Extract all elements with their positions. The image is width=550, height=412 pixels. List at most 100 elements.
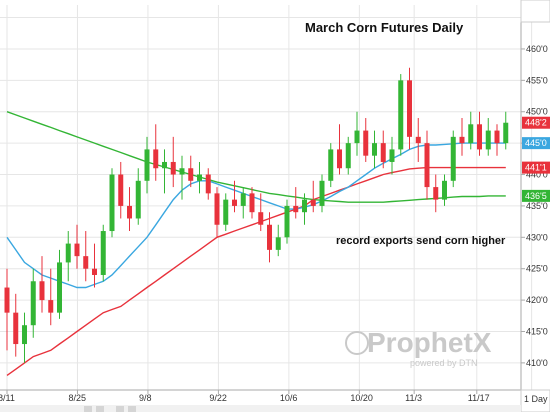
candle-body [415,136,421,144]
candle-body [284,205,290,238]
candles [4,67,509,363]
price-badge-bg [522,189,550,202]
price-tick-label: 450'0 [526,107,548,117]
candle-body [13,312,19,345]
date-tick-label: 9/8 [139,393,152,403]
candle [249,187,255,219]
candle-body [100,231,106,275]
candle [214,187,220,238]
moving-average-lines [6,111,506,376]
date-tick-label: 10/20 [350,393,373,403]
candle [363,118,369,162]
candle [83,231,89,282]
price-badge-label: 448'2 [525,118,547,128]
price-tick-label: 435'0 [526,201,548,211]
candle [337,124,342,175]
candle-body [442,180,447,200]
candle [389,136,395,175]
date-tick-label: 11/3 [405,393,422,403]
price-tick-label: 415'0 [526,326,548,336]
date-tick-label: 9/22 [209,393,227,403]
candle-body [135,180,141,219]
candle [275,224,281,257]
candle-body [310,199,316,206]
candle [372,130,377,169]
price-badges: 448'2 445'0 441'1 436'5 [522,116,550,202]
chart-annotation: record exports send corn higher [336,235,506,247]
price-badge: 441'1 [522,161,550,174]
candle [477,111,482,156]
candle-body [302,199,307,213]
chart-title: March Corn Futures Daily [305,20,464,35]
candle [302,193,307,225]
candle-body [30,281,36,326]
candle-body [354,130,360,144]
candle [380,130,386,169]
moving-average-line-3 [6,111,506,203]
bottom-toolbar [0,405,521,412]
candle-body [389,149,395,162]
candle [74,224,80,269]
candle [100,224,106,282]
candle-body [170,161,176,175]
candle-body [144,149,150,181]
period-panel: 1 Day [520,389,550,412]
toolbar-button[interactable] [128,406,136,412]
candle-body [118,174,124,206]
candle-body [83,256,89,269]
moving-average-line-1 [6,166,506,376]
candle-body [468,124,474,144]
candle-body [74,243,80,257]
watermark-brand: ProphetX [367,327,492,358]
candle [328,143,334,188]
price-badge-label: 445'0 [525,138,547,148]
price-badge: 448'2 [522,116,550,129]
candle-body [450,136,456,181]
axis-top-corner [520,0,550,23]
candle [109,168,115,238]
candle-body [92,268,97,275]
candle [310,180,316,213]
candle-body [258,212,264,225]
candle-body [205,174,211,194]
candle-body [232,199,237,206]
candle-body [372,143,377,156]
prophetx-watermark: ProphetX powered by DTN [345,327,492,368]
candle [345,136,351,175]
candle-body [197,174,202,181]
toolbar-button[interactable] [84,406,92,412]
date-tick-label: 8/11 [0,393,15,403]
candle [503,111,509,150]
candle [284,199,290,244]
candle [459,118,465,156]
candle-body [424,143,430,188]
watermark-sub: powered by DTN [410,358,478,368]
period-label: 1 Day [524,394,548,404]
candle [13,293,19,357]
candle [442,174,447,206]
price-badge-bg [522,137,550,150]
candle [162,149,167,194]
candle-body [477,124,482,150]
toolbar-button[interactable] [96,406,104,412]
candle-body [127,205,132,219]
candle [354,111,360,156]
price-badge: 445'0 [522,137,550,150]
candle [267,212,272,263]
candle-body [345,143,351,169]
candle-body [319,180,325,206]
candle [232,180,237,213]
candle-body [39,281,45,301]
candle [118,161,124,219]
candle [170,136,176,188]
candle [407,67,412,150]
candle [179,155,185,200]
candle-body [433,187,439,200]
candle-body [4,287,10,313]
candle [153,124,159,181]
candle-body [249,193,255,213]
toolbar-button[interactable] [116,406,124,412]
candle [258,193,264,232]
price-tick-label: 425'0 [526,264,548,274]
